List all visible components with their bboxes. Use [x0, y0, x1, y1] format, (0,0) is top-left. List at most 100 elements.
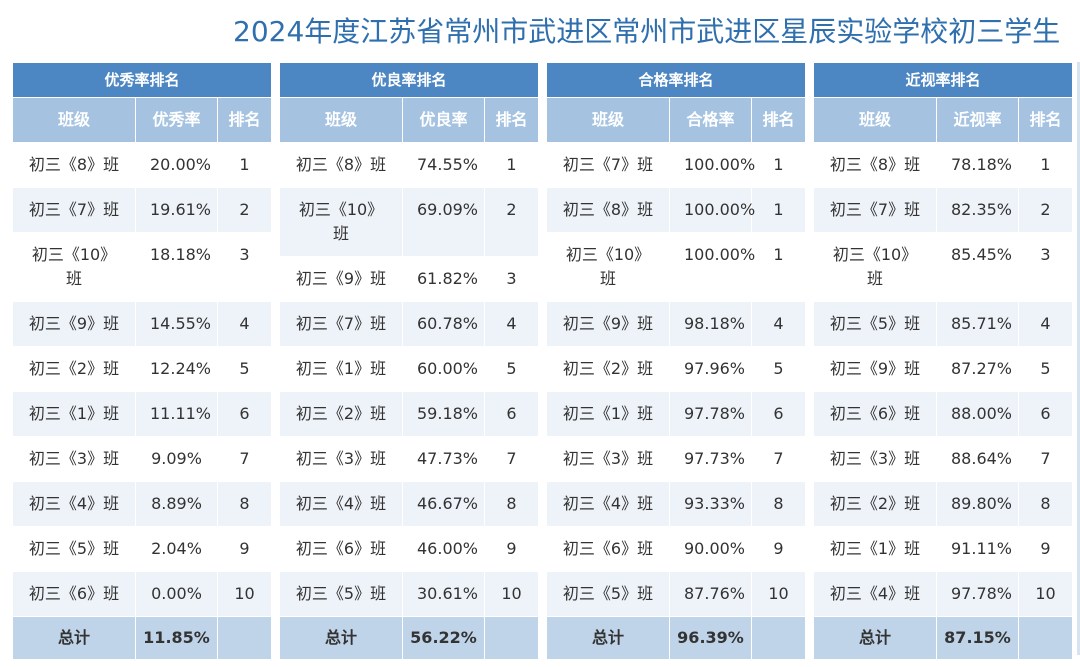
rank: 5: [217, 346, 272, 392]
class-name: 初三《10》班: [12, 232, 136, 302]
data-row: 初三《7》班 19.61% 2: [12, 187, 272, 233]
class-name: 初三《6》班: [546, 526, 670, 572]
rate: 61.82%: [402, 256, 485, 302]
class-name: 初三《3》班: [813, 436, 937, 482]
column-header: 优良率: [402, 97, 485, 143]
class-name: 初三《3》班: [279, 436, 403, 482]
rank: 4: [751, 301, 806, 347]
class-name: 初三《7》班: [12, 187, 136, 233]
data-row: 初三《1》班 11.11% 6: [12, 391, 272, 437]
data-row: 初三《2》班 89.80% 8: [813, 481, 1073, 527]
rate: 19.61%: [135, 187, 218, 233]
data-row: 初三《10》班 85.45% 3: [813, 232, 1073, 302]
rank: 8: [217, 481, 272, 527]
rank: 7: [217, 436, 272, 482]
class-name: 初三《7》班: [279, 301, 403, 347]
total-empty: [1018, 616, 1073, 660]
rate: 30.61%: [402, 571, 485, 617]
rate: 85.71%: [936, 301, 1019, 347]
rank: 10: [751, 571, 806, 617]
rank: 2: [1018, 187, 1073, 233]
rank: 1: [1018, 142, 1073, 188]
data-row: 初三《8》班 20.00% 1: [12, 142, 272, 188]
column-header: 排名: [1018, 97, 1073, 143]
column-header: 排名: [484, 97, 539, 143]
rank: 7: [751, 436, 806, 482]
rate: 47.73%: [402, 436, 485, 482]
class-name: 初三《6》班: [12, 571, 136, 617]
rate: 97.78%: [669, 391, 752, 437]
rate: 60.78%: [402, 301, 485, 347]
rank: 1: [751, 142, 806, 188]
total-value: 87.15%: [936, 616, 1019, 660]
class-name: 初三《10》班: [546, 232, 670, 302]
data-row: 初三《5》班 85.71% 4: [813, 301, 1073, 347]
data-row: 初三《10》班 18.18% 3: [12, 232, 272, 302]
header-row: 优秀率排名: [12, 62, 272, 98]
rate: 82.35%: [936, 187, 1019, 233]
table-title: 近视率排名: [813, 62, 1073, 98]
rate: 97.78%: [936, 571, 1019, 617]
class-name: 初三《9》班: [12, 301, 136, 347]
data-row: 初三《7》班 60.78% 4: [279, 301, 539, 347]
rank: 9: [217, 526, 272, 572]
ranking-table: 优秀率排名 班级 优秀率 排名 初三《8》班 20.00% 1 初三《7》班 19.61% 2 初三…: [12, 62, 272, 660]
data-row: 初三《1》班 91.11% 9: [813, 526, 1073, 572]
class-name: 初三《4》班: [813, 571, 937, 617]
total-value: 56.22%: [402, 616, 485, 660]
cut-off-table: [1077, 62, 1080, 655]
header-row: 近视率排名: [813, 62, 1073, 98]
rate: 89.80%: [936, 481, 1019, 527]
class-name: 初三《3》班: [12, 436, 136, 482]
rank: 3: [1018, 232, 1073, 302]
column-header: 班级: [546, 97, 670, 143]
rate: 69.09%: [402, 187, 485, 257]
class-name: 初三《2》班: [813, 481, 937, 527]
table-title: 优秀率排名: [12, 62, 272, 98]
data-row: 初三《8》班 78.18% 1: [813, 142, 1073, 188]
data-row: 初三《1》班 60.00% 5: [279, 346, 539, 392]
rate: 12.24%: [135, 346, 218, 392]
rate: 18.18%: [135, 232, 218, 302]
total-row: 总计 11.85%: [12, 616, 272, 660]
rate: 100.00%: [669, 142, 755, 188]
class-name: 初三《3》班: [546, 436, 670, 482]
total-value: 11.85%: [135, 616, 218, 660]
rank: 9: [751, 526, 806, 572]
tables: 优秀率排名 班级 优秀率 排名 初三《8》班 20.00% 1 初三《7》班 19.61% 2 初三…: [12, 62, 1073, 660]
data-row: 初三《5》班 87.76% 10: [546, 571, 806, 617]
class-name: 初三《1》班: [546, 391, 670, 437]
column-header: 合格率: [669, 97, 752, 143]
rate: 9.09%: [135, 436, 218, 482]
data-row: 初三《6》班 90.00% 9: [546, 526, 806, 572]
data-row: 初三《4》班 8.89% 8: [12, 481, 272, 527]
rank: 8: [1018, 481, 1073, 527]
data-row: 初三《9》班 87.27% 5: [813, 346, 1073, 392]
rank: 6: [1018, 391, 1073, 437]
data-row: 初三《3》班 88.64% 7: [813, 436, 1073, 482]
table-title: 优良率排名: [279, 62, 539, 98]
rank: 3: [217, 232, 272, 302]
class-name: 初三《5》班: [813, 301, 937, 347]
total-value: 96.39%: [669, 616, 752, 660]
class-name: 初三《10》班: [813, 232, 937, 302]
class-name: 初三《2》班: [546, 346, 670, 392]
rate: 14.55%: [135, 301, 218, 347]
class-name: 初三《8》班: [546, 187, 670, 233]
rank: 1: [484, 142, 539, 188]
rate: 87.76%: [669, 571, 752, 617]
page-title: 2024年度江苏省常州市武进区常州市武进区星辰实验学校初三学生: [233, 15, 1061, 48]
rank: 2: [484, 187, 539, 257]
rank: 4: [484, 301, 539, 347]
data-row: 初三《6》班 0.00% 10: [12, 571, 272, 617]
class-name: 初三《1》班: [279, 346, 403, 392]
rate: 2.04%: [135, 526, 218, 572]
column-header-row: 班级 优良率 排名: [279, 97, 539, 143]
class-name: 初三《9》班: [546, 301, 670, 347]
table-title: 合格率排名: [546, 62, 806, 98]
rank: 9: [484, 526, 539, 572]
class-name: 初三《6》班: [279, 526, 403, 572]
data-row: 初三《9》班 14.55% 4: [12, 301, 272, 347]
column-header: 优秀率: [135, 97, 218, 143]
total-empty: [217, 616, 272, 660]
